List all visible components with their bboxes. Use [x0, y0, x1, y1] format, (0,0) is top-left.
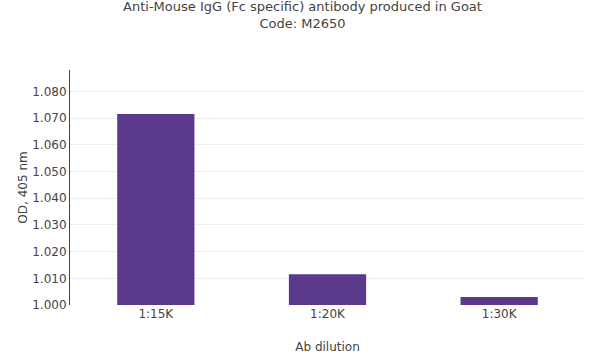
svg-text:1.060: 1.060 [32, 138, 66, 152]
svg-text:1:15K: 1:15K [138, 307, 174, 321]
svg-text:Anti-Mouse IgG (Fc specific) a: Anti-Mouse IgG (Fc specific) antibody pr… [123, 0, 482, 31]
svg-text:1.020: 1.020 [32, 245, 66, 259]
svg-text:1.070: 1.070 [32, 111, 66, 125]
svg-text:1.000: 1.000 [32, 298, 66, 312]
svg-text:Ab dilution: Ab dilution [295, 340, 360, 354]
svg-text:1.010: 1.010 [32, 272, 66, 286]
svg-text:1.040: 1.040 [32, 191, 66, 205]
svg-text:1:30K: 1:30K [482, 307, 518, 321]
svg-text:1.080: 1.080 [32, 85, 66, 99]
svg-text:OD, 405 nm: OD, 405 nm [16, 151, 30, 223]
svg-text:1:20K: 1:20K [310, 307, 346, 321]
svg-text:1.050: 1.050 [32, 165, 66, 179]
svg-text:1.030: 1.030 [32, 218, 66, 232]
